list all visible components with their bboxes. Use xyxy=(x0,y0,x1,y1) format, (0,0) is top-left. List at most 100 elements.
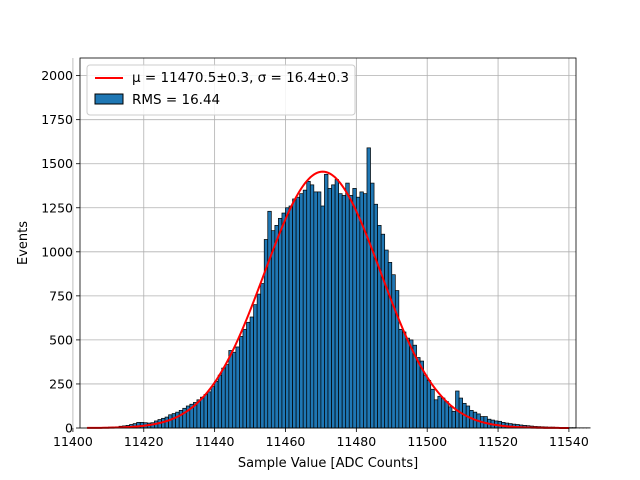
y-axis-label: Events xyxy=(16,221,31,265)
histogram-bar xyxy=(451,410,456,429)
legend-box xyxy=(86,64,356,116)
x-tick-label: 11400 xyxy=(53,434,93,449)
histogram-bar xyxy=(221,367,226,429)
histogram-bar xyxy=(334,179,339,429)
histogram-bar xyxy=(214,380,219,429)
histogram-bar xyxy=(256,293,262,429)
histogram-bar xyxy=(327,188,332,429)
histogram-bar xyxy=(433,399,439,429)
histogram-bar xyxy=(430,388,435,429)
histogram-bar xyxy=(313,191,318,429)
histogram-bar xyxy=(281,212,286,429)
histogram-bar xyxy=(380,233,386,429)
histogram-bar xyxy=(171,413,177,429)
x-tick-label: 11440 xyxy=(195,434,235,449)
histogram-bar xyxy=(302,189,308,429)
histogram-bar xyxy=(398,328,403,429)
histogram-bar xyxy=(249,316,254,429)
histogram-bar xyxy=(178,410,184,429)
x-axis-label: Sample Value [ADC Counts] xyxy=(238,456,418,471)
histogram-bar xyxy=(387,262,393,429)
histogram-bar xyxy=(352,188,357,429)
histogram-bar xyxy=(384,249,389,429)
histogram-bar xyxy=(402,331,407,429)
y-tick-label: 1500 xyxy=(41,156,73,171)
histogram-bar xyxy=(203,394,208,429)
histogram-bar xyxy=(253,304,258,429)
histogram-bar xyxy=(405,337,410,429)
y-tick-label: 500 xyxy=(49,332,73,347)
histogram-bar xyxy=(228,350,233,429)
histogram-bar xyxy=(200,396,205,429)
histogram-bar xyxy=(309,184,315,429)
y-tick-label: 750 xyxy=(49,288,73,303)
histogram-bar xyxy=(341,195,347,429)
histogram-bar xyxy=(423,374,428,429)
histogram-bar xyxy=(373,203,378,429)
x-axis-ticks: 11400 11420 11440 11460 11480 11500 11520 11540 xyxy=(53,428,589,449)
histogram-bar xyxy=(355,196,361,429)
histogram-bar xyxy=(306,180,311,429)
histogram-bar xyxy=(288,205,293,429)
histogram-bar xyxy=(338,193,343,429)
histogram-bar xyxy=(242,328,247,429)
histogram-bar xyxy=(320,205,325,429)
histogram-bar xyxy=(370,182,375,429)
histogram-bar xyxy=(426,380,432,429)
histogram-bar xyxy=(207,391,212,429)
x-tick-label: 11460 xyxy=(266,434,306,449)
histogram-bar xyxy=(377,225,382,429)
y-tick-label: 250 xyxy=(49,376,73,391)
plot-frame xyxy=(79,57,577,429)
histogram-bar xyxy=(409,339,414,429)
y-tick-label: 1250 xyxy=(41,200,73,215)
y-tick-label: 1750 xyxy=(41,112,73,127)
histogram-bar xyxy=(366,147,371,429)
y-axis-ticks: 0 250 500 750 1000 1250 1500 1750 2000 xyxy=(41,68,80,436)
histogram-bar xyxy=(210,386,215,429)
histogram-bar xyxy=(391,274,396,429)
histogram-bar xyxy=(235,346,240,429)
legend: μ = 11470.5±0.3, σ = 16.4±0.3 RMS = 16.4… xyxy=(86,64,356,116)
histogram-bar xyxy=(278,217,283,429)
legend-hist-swatch xyxy=(94,93,124,105)
x-tick-label: 11480 xyxy=(336,434,376,449)
histogram-bar xyxy=(292,198,297,429)
histogram-bar xyxy=(217,374,223,429)
histogram-bar xyxy=(324,173,329,429)
histogram-bar xyxy=(175,411,180,429)
histogram-bar xyxy=(239,336,244,429)
histogram-bar xyxy=(231,351,237,429)
histogram-bar xyxy=(444,401,449,429)
histogram-bar xyxy=(299,193,304,429)
histogram-bar xyxy=(164,416,169,429)
histogram-bar xyxy=(317,191,322,429)
histogram-bar xyxy=(448,406,453,429)
histogram-bar xyxy=(285,207,290,429)
histogram-bar xyxy=(267,210,272,429)
x-tick-label: 11520 xyxy=(478,434,518,449)
histogram-bar xyxy=(224,364,230,429)
gaussian-fit xyxy=(87,170,569,429)
x-tick-label: 11540 xyxy=(549,434,589,449)
y-tick-label: 2000 xyxy=(41,68,73,83)
histogram-bar xyxy=(441,397,446,429)
legend-fit-label: μ = 11470.5±0.3, σ = 16.4±0.3 xyxy=(132,70,349,86)
x-tick-label: 11500 xyxy=(407,434,447,449)
histogram-bar xyxy=(437,395,442,429)
y-tick-label: 0 xyxy=(65,421,73,436)
histogram-bar xyxy=(295,196,301,429)
histogram-bar xyxy=(274,225,279,429)
histogram-bar xyxy=(260,283,265,429)
histogram-bar xyxy=(345,182,350,429)
legend-hist-label: RMS = 16.44 xyxy=(132,92,220,108)
x-tick-label: 11420 xyxy=(124,434,164,449)
histogram-bar xyxy=(168,414,173,429)
histogram-bar xyxy=(416,357,421,429)
histogram-bar xyxy=(270,230,276,429)
y-tick-label: 1000 xyxy=(41,244,73,259)
histogram-bar xyxy=(246,321,251,429)
fit-curve xyxy=(87,170,569,429)
histogram-bar xyxy=(331,184,336,429)
